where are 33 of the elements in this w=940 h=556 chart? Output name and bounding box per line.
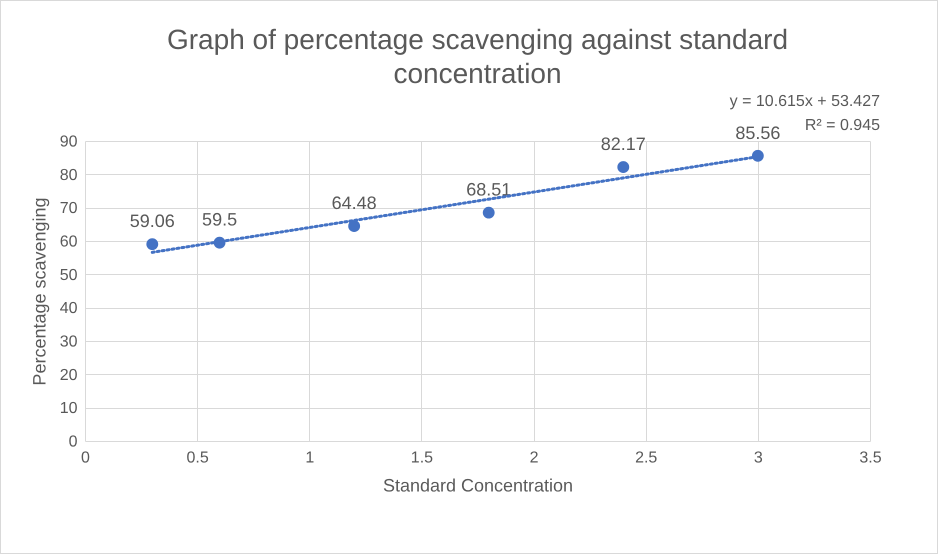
x-tick-label: 1 xyxy=(305,450,314,466)
y-axis-title: Percentage scavenging xyxy=(30,197,50,386)
text: y = 10.615x + 53.427 xyxy=(730,93,880,110)
x-axis-title: Standard Concentration xyxy=(382,476,574,496)
y-tick-label: 90 xyxy=(60,134,78,150)
x-tick-label: 3 xyxy=(754,450,763,466)
point xyxy=(146,238,158,250)
data-label: 85.56 xyxy=(735,122,780,143)
y-tick-label: 0 xyxy=(68,434,78,450)
y-tick-label: 10 xyxy=(60,400,78,418)
data-label: 68.51 xyxy=(466,180,512,200)
data-label: 82.17 xyxy=(600,134,646,154)
y-tick-label: 60 xyxy=(60,234,78,250)
point xyxy=(348,220,360,232)
chart-title: Graph of percentage scavenging against standard concentration xyxy=(166,24,788,89)
x-tick-label: 1.5 xyxy=(410,450,434,466)
x-tick-label: 0.5 xyxy=(186,450,209,466)
x-tick-label: 2.5 xyxy=(635,450,658,466)
data-label: 64.48 xyxy=(332,193,377,214)
x-tick-label: 0 xyxy=(81,450,90,466)
y-tick-label: 70 xyxy=(60,200,78,218)
y-tick-label: 40 xyxy=(60,300,78,318)
y-tick-label: 30 xyxy=(60,334,78,350)
x-tick-label: 2 xyxy=(530,450,539,466)
data-label: 59.5 xyxy=(202,210,238,230)
y-tick-label: 20 xyxy=(60,366,78,384)
point xyxy=(482,206,495,219)
text: R² = 0.945 xyxy=(804,117,880,134)
y-tick-label: 50 xyxy=(60,266,78,284)
point xyxy=(617,161,630,174)
y-tick-label: 80 xyxy=(60,166,78,184)
x-tick-label: 3.5 xyxy=(859,450,882,466)
data-label: 59.06 xyxy=(130,211,175,232)
